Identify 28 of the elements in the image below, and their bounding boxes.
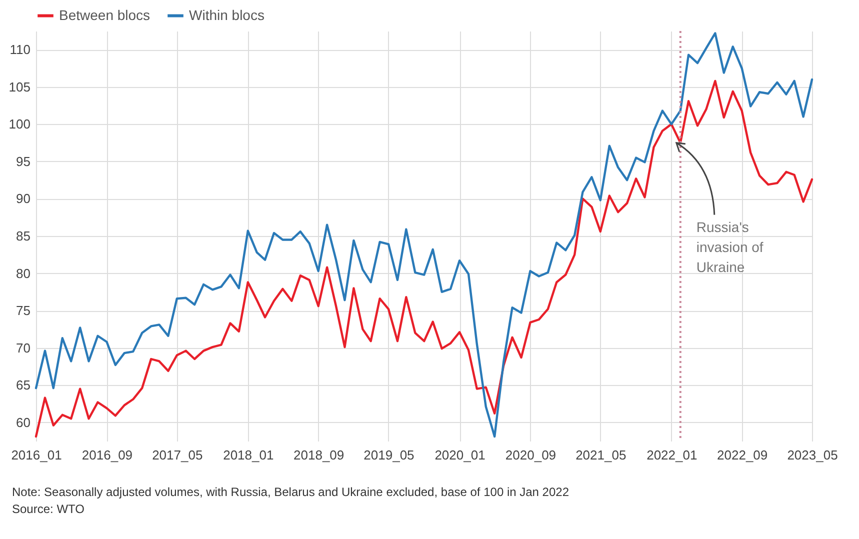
x-tick-label: 2020_09 [505, 448, 556, 462]
y-tick-label: 60 [16, 414, 30, 430]
x-tick-label: 2020_01 [434, 448, 486, 462]
y-tick-label: 90 [16, 191, 30, 206]
x-tick-label: 2019_05 [364, 448, 414, 462]
y-tick-label: 80 [16, 266, 30, 281]
x-tick-label: 2022_09 [717, 448, 768, 462]
y-tick-label: 95 [16, 154, 30, 169]
annotation: Russia's invasion of Ukraine [696, 218, 764, 275]
y-tick-label: 75 [16, 303, 30, 318]
x-tick-label: 2017_05 [152, 448, 203, 462]
y-tick-label: 110 [10, 42, 30, 58]
source-note: Source: WTO [12, 501, 86, 518]
y-tick-label: 100 [8, 116, 30, 132]
legend-label: Within blocs [189, 6, 264, 23]
x-tick-label: 2016_09 [82, 448, 133, 462]
x-tick-label: 2018_01 [223, 448, 274, 462]
text: Note: Seasonally adjusted volumes, with Russia, Belarus and Ukraine excluded, base of 100 in Jan 2022 [12, 484, 570, 501]
x-tick-label: 2018_09 [294, 448, 344, 462]
x-tick-label: 2021_05 [576, 448, 626, 462]
y-tick-label: 85 [16, 228, 30, 244]
y-tick-label: 105 [8, 79, 30, 94]
legend-label: Between blocs [59, 6, 150, 23]
x-tick-label: 2023_05 [787, 448, 838, 462]
x-tick-label: 2022_01 [646, 448, 698, 462]
y-tick-label: 70 [16, 340, 30, 356]
y-tick-label: 65 [16, 378, 30, 393]
x-tick-label: 2016_01 [11, 448, 62, 462]
